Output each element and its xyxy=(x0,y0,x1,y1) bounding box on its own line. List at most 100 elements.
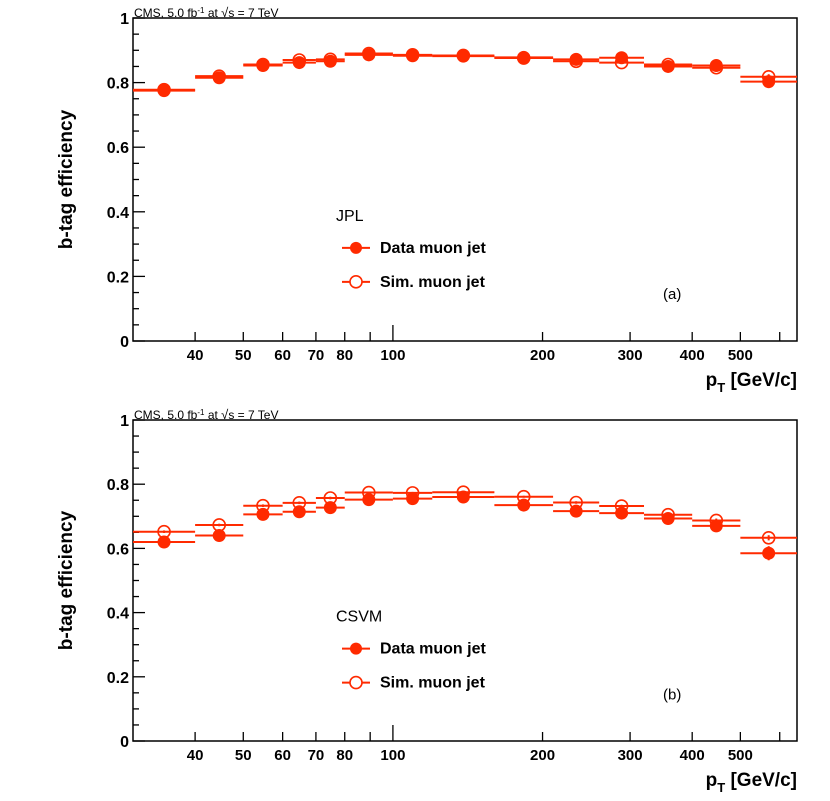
open-circle-marker xyxy=(614,499,629,513)
data-point xyxy=(195,69,244,83)
data-point xyxy=(282,53,316,67)
open-circle-marker xyxy=(761,69,776,84)
series-sim xyxy=(133,46,797,97)
open-circle-marker xyxy=(157,82,171,97)
open-circle-marker xyxy=(405,486,420,500)
y-tick-label: 0 xyxy=(120,334,129,351)
x-label-subscript: T xyxy=(717,780,725,795)
square-root-icon: √ xyxy=(221,407,229,422)
data-point xyxy=(243,57,283,72)
legend-entry: Sim. muon jet xyxy=(380,675,486,692)
x-tick-label: 40 xyxy=(187,747,204,764)
cms-header: CMS, 5.0 fb-1 at √s = 7 TeV xyxy=(134,5,278,20)
open-circle-marker xyxy=(661,57,675,72)
y-tick-label: 0 xyxy=(120,734,129,751)
legend-title: JPL xyxy=(336,208,364,225)
legend-filled-marker xyxy=(350,241,362,254)
filled-circle-marker xyxy=(157,535,171,549)
header-mid: at xyxy=(204,408,221,422)
x-label-p: p xyxy=(706,770,718,791)
x-tick-label: 400 xyxy=(680,747,705,764)
open-circle-marker xyxy=(614,55,629,70)
legend-title: CSVM xyxy=(336,609,382,626)
open-circle-marker xyxy=(212,518,226,532)
y-tick-label: 0.4 xyxy=(107,606,129,623)
legend: CSVM Data muon jet Sim. muon jet xyxy=(336,609,486,692)
data-point xyxy=(692,513,741,528)
x-tick-label: 200 xyxy=(530,747,555,764)
open-circle-marker xyxy=(709,60,724,75)
header-sup: -1 xyxy=(197,408,205,417)
data-point xyxy=(195,529,244,543)
data-point xyxy=(740,546,797,561)
chart-panel-a: 0 0.2 0.4 0.6 0.8 1 40 50 60 70 80 100 200 300 400 500 p… xyxy=(56,5,798,395)
open-circle-marker xyxy=(362,485,376,500)
data-point xyxy=(392,48,433,62)
x-label-unit: [GeV/c] xyxy=(725,370,797,391)
filled-circle-marker xyxy=(456,490,470,504)
x-tick-label: 500 xyxy=(728,747,753,764)
x-label-subscript: T xyxy=(717,380,725,395)
x-tick-label: 500 xyxy=(728,347,753,364)
y-tick-label: 0.2 xyxy=(107,670,129,687)
legend: JPL Data muon jet Sim. muon jet xyxy=(336,208,486,291)
y-tick-label: 0.6 xyxy=(107,541,129,558)
data-point xyxy=(315,52,345,67)
y-tick-label: 0.4 xyxy=(107,205,129,222)
y-axis: 0 0.2 0.4 0.6 0.8 1 xyxy=(107,413,145,751)
legend-open-marker xyxy=(349,675,363,690)
x-axis: 40 50 60 70 80 100 200 300 400 500 xyxy=(187,325,781,364)
data-point xyxy=(494,498,554,512)
data-point xyxy=(282,496,316,510)
open-circle-marker xyxy=(456,485,471,500)
x-label-p: p xyxy=(706,370,718,391)
panel-label: (b) xyxy=(663,686,681,703)
data-point xyxy=(392,486,433,500)
x-tick-label: 100 xyxy=(380,747,405,764)
legend-entry: Sim. muon jet xyxy=(380,274,486,291)
data-point xyxy=(599,55,645,70)
open-circle-marker xyxy=(661,507,675,522)
data-point xyxy=(282,505,316,519)
data-point xyxy=(740,69,797,84)
data-point xyxy=(315,491,345,505)
y-tick-label: 0.6 xyxy=(107,140,129,157)
legend-entry: Data muon jet xyxy=(380,240,486,257)
data-point xyxy=(553,504,600,518)
x-axis: 40 50 60 70 80 100 200 300 400 500 xyxy=(187,725,781,764)
open-circle-marker xyxy=(405,48,420,62)
y-axis-label: b-tag efficiency xyxy=(56,109,77,249)
x-tick-label: 50 xyxy=(235,747,252,764)
filled-circle-marker xyxy=(762,546,776,560)
legend-filled-marker xyxy=(350,642,362,655)
data-point xyxy=(644,57,693,72)
data-point xyxy=(133,524,196,539)
data-point xyxy=(553,495,600,510)
open-circle-marker xyxy=(323,491,338,505)
data-point xyxy=(344,46,393,61)
x-tick-label: 70 xyxy=(308,747,325,764)
data-point xyxy=(494,489,554,504)
filled-circle-marker xyxy=(615,506,629,520)
panel-label: (a) xyxy=(663,286,681,303)
filled-circle-marker xyxy=(362,493,376,507)
x-tick-label: 400 xyxy=(680,347,705,364)
header-sup: -1 xyxy=(197,6,205,15)
y-tick-label: 1 xyxy=(120,413,129,430)
legend-open-marker xyxy=(349,275,363,289)
x-tick-label: 70 xyxy=(308,347,325,364)
data-point xyxy=(344,485,393,500)
y-tick-label: 0.8 xyxy=(107,477,129,494)
open-circle-marker xyxy=(362,46,376,61)
open-circle-marker xyxy=(516,51,531,65)
plot-frame xyxy=(132,419,798,742)
open-circle-marker xyxy=(709,513,724,528)
x-tick-label: 80 xyxy=(336,347,353,364)
open-circle-marker xyxy=(323,52,338,67)
open-circle-marker xyxy=(256,57,270,72)
open-circle-marker xyxy=(569,495,583,510)
open-circle-marker xyxy=(292,496,307,510)
filled-circle-marker xyxy=(212,529,226,543)
header-text: CMS, 5.0 fb xyxy=(134,6,198,20)
